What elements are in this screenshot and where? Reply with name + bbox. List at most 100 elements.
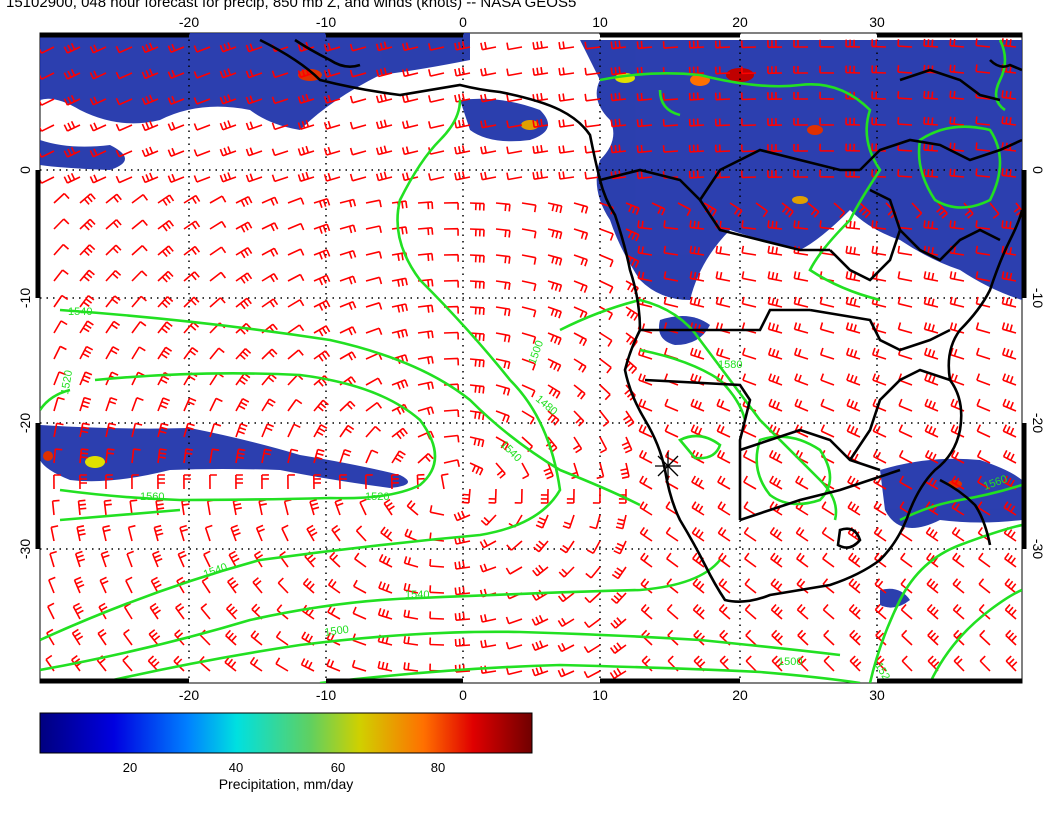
- wind-barb: [227, 576, 239, 594]
- wind-barb: [767, 92, 783, 101]
- wind-barb: [663, 220, 679, 230]
- wind-barb: [209, 422, 222, 438]
- wind-barb: [40, 150, 55, 158]
- wind-barb: [417, 304, 434, 313]
- wind-barb: [365, 302, 383, 310]
- wind-barb: [339, 198, 357, 208]
- wind-barb: [923, 90, 939, 100]
- wind-barb: [183, 194, 201, 205]
- wind-barb: [454, 119, 471, 129]
- wind-barb: [584, 67, 601, 76]
- wind-barb: [899, 475, 913, 490]
- wind-barb: [949, 38, 965, 48]
- wind-barb: [417, 330, 434, 339]
- wind-barb: [327, 578, 341, 594]
- wind-barb: [277, 577, 289, 594]
- wind-barb: [636, 170, 653, 180]
- wind-barb: [625, 306, 639, 321]
- wind-barb: [820, 373, 835, 386]
- wind-barb: [767, 118, 783, 127]
- wind-barb: [822, 603, 835, 620]
- wind-barb: [230, 524, 241, 542]
- wind-barb: [53, 192, 70, 204]
- wind-barb: [821, 526, 835, 542]
- wind-barb: [155, 499, 165, 516]
- wind-barb: [89, 122, 107, 132]
- wind-barb: [923, 245, 939, 256]
- wind-barb: [417, 252, 434, 262]
- wind-barb: [871, 347, 887, 360]
- wind-barb: [249, 656, 263, 672]
- wind-barb: [521, 254, 537, 265]
- wind-barb: [557, 617, 575, 627]
- wind-barb: [349, 121, 367, 130]
- wind-barb: [50, 525, 59, 542]
- wind-barb: [897, 245, 913, 256]
- wind-barb: [871, 39, 887, 48]
- wind-barb: [639, 501, 653, 516]
- wind-barb: [443, 409, 460, 418]
- wind-barb: [742, 373, 757, 386]
- wind-barb: [897, 117, 913, 126]
- wind-barb: [573, 202, 589, 214]
- wind-barb: [157, 219, 175, 232]
- wind-barb: [331, 524, 341, 542]
- wind-barb: [417, 453, 434, 464]
- wind-barb: [925, 526, 939, 542]
- wind-barb: [793, 271, 809, 282]
- wind-barb: [115, 175, 133, 184]
- wind-barb: [443, 357, 460, 366]
- wind-barb: [690, 424, 705, 438]
- wind-barb: [429, 611, 445, 620]
- wind-barb: [378, 581, 393, 594]
- wind-barb: [547, 280, 563, 293]
- wind-barb: [744, 578, 757, 594]
- wind-barb: [417, 227, 434, 236]
- wind-barb: [127, 524, 136, 542]
- wind-barb: [793, 118, 808, 126]
- wind-barb: [819, 220, 835, 230]
- wind-barb: [848, 578, 861, 594]
- wind-barb: [641, 655, 653, 672]
- wind-barb: [558, 93, 575, 102]
- wind-barb: [976, 373, 991, 386]
- wind-barb: [443, 331, 459, 340]
- wind-barb: [975, 322, 991, 334]
- wind-barb: [1001, 322, 1017, 334]
- wind-barb: [495, 306, 511, 317]
- wind-barb: [131, 422, 143, 438]
- wind-barb: [287, 398, 303, 412]
- wind-barb: [48, 576, 56, 594]
- wind-barb: [323, 172, 341, 182]
- wind-barb: [495, 280, 511, 291]
- wind-barb: [193, 149, 211, 157]
- wind-barb: [637, 220, 653, 230]
- wind-barb: [599, 228, 614, 241]
- wind-barb: [1001, 220, 1017, 230]
- colorbar-tick: 60: [331, 760, 345, 775]
- wind-barb: [261, 398, 276, 412]
- wind-barb: [495, 202, 511, 212]
- wind-barb: [741, 66, 757, 75]
- lon-tick-top: 30: [869, 14, 885, 30]
- wind-barb: [952, 552, 965, 568]
- wind-barb: [557, 668, 575, 678]
- wind-barb: [125, 576, 133, 594]
- wind-barb: [599, 254, 614, 268]
- wind-barb: [819, 65, 835, 74]
- wind-barb: [271, 70, 289, 79]
- contour-label: 1500: [778, 656, 802, 668]
- wind-barb: [287, 324, 305, 334]
- wind-barb: [936, 202, 948, 219]
- wind-barb: [949, 116, 965, 126]
- wind-barb: [115, 97, 133, 106]
- wind-barb: [897, 169, 913, 178]
- colorbar-caption: Precipitation, mm/day: [218, 776, 354, 792]
- wind-barb: [380, 526, 393, 542]
- wind-barb: [770, 578, 783, 594]
- wind-barb: [741, 170, 757, 179]
- wind-barb: [897, 39, 913, 48]
- wind-barb: [545, 436, 558, 453]
- coastlines: [259, 38, 1022, 603]
- wind-barb: [469, 306, 485, 315]
